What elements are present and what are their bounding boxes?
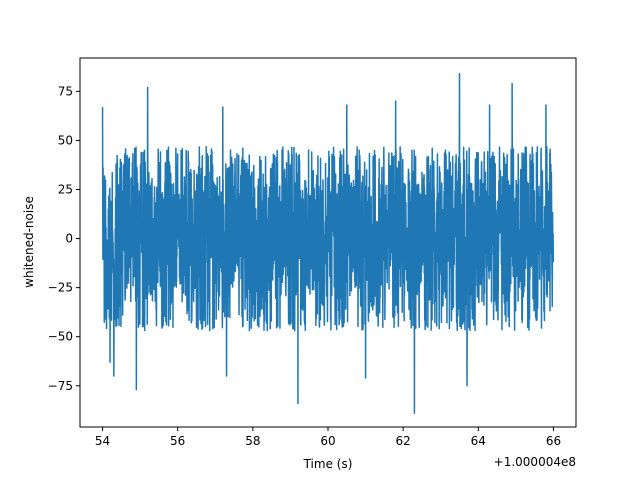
x-tick-label: 54: [95, 434, 110, 448]
y-tick-label: −50: [48, 330, 73, 344]
y-axis: −75 −50 −25 0 25 50 75: [48, 84, 80, 393]
x-axis: 54 56 58 60 62 64 66: [95, 427, 561, 448]
x-tick-label: 66: [546, 434, 561, 448]
series-line: [101, 72, 555, 415]
x-tick-label: 60: [320, 434, 335, 448]
y-tick-label: −25: [48, 281, 73, 295]
x-tick-label: 64: [471, 434, 486, 448]
y-tick-label: 50: [58, 133, 73, 147]
x-tick-label: 58: [245, 434, 260, 448]
y-axis-label: whitened-noise: [22, 196, 36, 288]
x-tick-label: 62: [396, 434, 411, 448]
y-tick-label: −75: [48, 379, 73, 393]
y-tick-label: 0: [65, 232, 73, 246]
x-axis-label: Time (s): [303, 457, 353, 471]
y-tick-label: 25: [58, 183, 73, 197]
y-tick-label: 75: [58, 84, 73, 98]
x-tick-label: 56: [170, 434, 185, 448]
series-layer: [101, 72, 555, 415]
plot-area: [79, 57, 577, 428]
x-axis-offset-label: +1.000004e8: [494, 455, 576, 469]
